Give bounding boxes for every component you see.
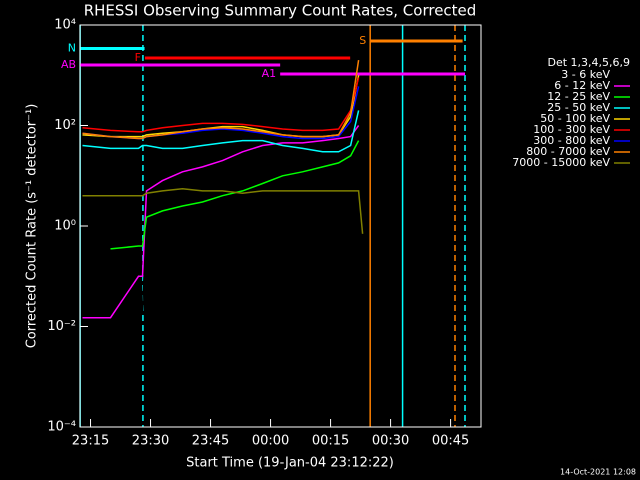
flag-label: F [135, 51, 141, 64]
legend-label: 300 - 800 keV [533, 134, 610, 147]
legend-label: 6 - 12 keV [554, 79, 610, 92]
legend-label: 100 - 300 keV [533, 123, 610, 136]
legend-label: 3 - 6 keV [561, 68, 610, 81]
y-tick-label: 10⁻⁴ [47, 420, 76, 435]
y-axis-label: Corrected Count Rate (s⁻¹ detector⁻¹) [25, 104, 40, 349]
series-line [82, 188, 364, 234]
legend-label: 800 - 7000 keV [526, 145, 610, 158]
x-tick-label: 00:45 [432, 434, 469, 449]
flag-label: A1 [262, 67, 277, 80]
x-tick-label: 00:30 [372, 434, 409, 449]
x-tick-label: 23:45 [192, 434, 229, 449]
legend-label: 50 - 100 keV [540, 112, 610, 125]
y-tick-label: 10⁴ [54, 18, 76, 33]
footer: 14-Oct-2021 12:08 [560, 468, 636, 477]
legend-label: 25 - 50 keV [547, 101, 610, 114]
series-line [82, 110, 360, 153]
flag-label: AB [61, 58, 76, 71]
x-tick-label: 00:15 [312, 434, 349, 449]
x-tick-label: 23:30 [132, 434, 169, 449]
flag-label: N [68, 42, 76, 55]
series-line [82, 125, 360, 319]
legend-title: Det 1,3,4,5,6,9 [547, 56, 630, 69]
x-axis-label: Start Time (19-Jan-04 23:12:22) [186, 456, 394, 471]
series-line [82, 59, 360, 140]
legend-label: 7000 - 15000 keV [512, 156, 610, 169]
x-tick-label: 00:00 [252, 434, 289, 449]
flag-label: S [359, 34, 366, 47]
y-tick-label: 10² [54, 118, 76, 133]
y-tick-label: 10⁰ [54, 219, 76, 234]
legend-label: 12 - 25 keV [547, 90, 610, 103]
chart-title: RHESSI Observing Summary Count Rates, Co… [84, 2, 477, 20]
series-line [82, 77, 360, 133]
y-tick-label: 10⁻² [47, 319, 76, 334]
series-line [110, 140, 360, 250]
x-tick-label: 23:15 [72, 434, 109, 449]
